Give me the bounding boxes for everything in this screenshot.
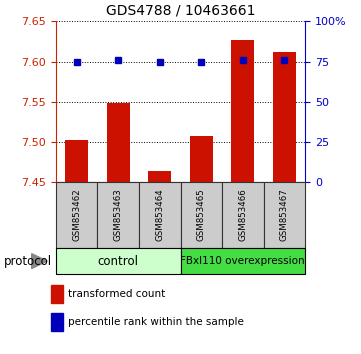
Text: percentile rank within the sample: percentile rank within the sample: [69, 318, 244, 327]
Bar: [107, 103, 130, 182]
Bar: [51, 313, 63, 331]
Bar: [190, 136, 213, 182]
Polygon shape: [32, 253, 47, 268]
Text: GSM853464: GSM853464: [155, 189, 164, 241]
Bar: [148, 171, 171, 182]
Bar: [180, 182, 222, 248]
Bar: [231, 40, 254, 182]
Bar: [222, 182, 264, 248]
Text: protocol: protocol: [4, 255, 52, 268]
Text: GSM853467: GSM853467: [280, 189, 289, 241]
Bar: [56, 182, 97, 248]
Title: GDS4788 / 10463661: GDS4788 / 10463661: [106, 3, 255, 17]
Bar: [273, 52, 296, 182]
Bar: [139, 182, 180, 248]
Text: FBxl110 overexpression: FBxl110 overexpression: [180, 256, 305, 266]
Bar: [264, 182, 305, 248]
Bar: [65, 141, 88, 182]
Bar: [56, 248, 180, 274]
Text: control: control: [98, 255, 139, 268]
Bar: [180, 248, 305, 274]
Text: GSM853465: GSM853465: [197, 189, 206, 241]
Text: GSM853462: GSM853462: [72, 189, 81, 241]
Text: GSM853466: GSM853466: [238, 189, 247, 241]
Bar: [97, 182, 139, 248]
Bar: [51, 285, 63, 303]
Text: GSM853463: GSM853463: [114, 189, 123, 241]
Text: transformed count: transformed count: [69, 289, 166, 299]
